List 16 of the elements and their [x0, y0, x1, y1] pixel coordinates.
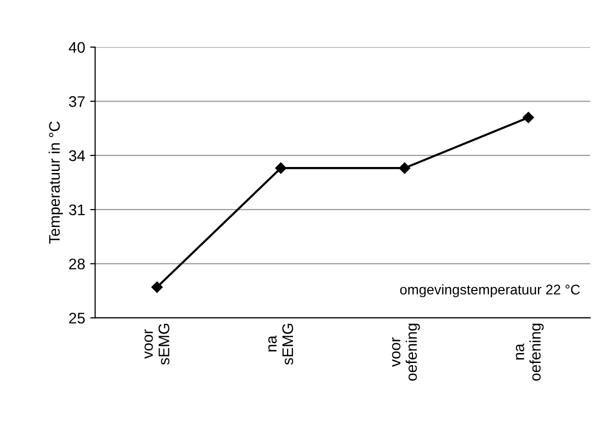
x-tick-label: voor sEMG: [144, 324, 170, 365]
point: [398, 162, 410, 174]
y-tick-label: 37: [69, 96, 85, 107]
y-tick-label: 34: [69, 150, 85, 162]
x-tick-label: na oefening: [516, 324, 544, 381]
point: [275, 162, 286, 174]
y-tick-label: 25: [69, 312, 85, 324]
point: [151, 282, 163, 293]
y-tick-label: 28: [69, 258, 85, 270]
point: [522, 112, 534, 124]
annotation: omgevingstemperatuur 22 °C: [400, 284, 580, 298]
y-tick-label: 31: [69, 204, 85, 216]
y-axis-title: Temperatuur in °C: [48, 121, 63, 244]
y-tick-label: 40: [68, 42, 85, 53]
x-tick-label: voor oefening: [392, 324, 420, 381]
x-tick-label: na sEMG: [268, 324, 294, 365]
